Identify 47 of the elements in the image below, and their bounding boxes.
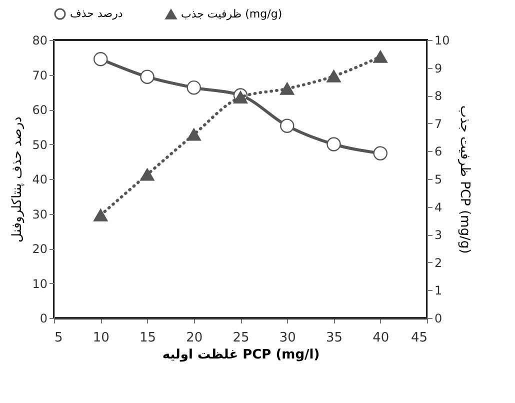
y2-tick-label: 1 <box>434 284 442 298</box>
y-tick-label: 10 <box>32 276 48 291</box>
x-tick-label: 30 <box>279 330 296 346</box>
y-tick-label: 30 <box>32 207 48 222</box>
point <box>233 91 248 104</box>
point <box>186 80 201 95</box>
point <box>373 50 388 63</box>
y2-tick-label: 0 <box>434 312 442 326</box>
y2-tick-label: 2 <box>434 256 442 270</box>
y-tick-label: 60 <box>32 103 48 117</box>
y-tick-label: 40 <box>32 172 48 186</box>
y2-tick-label: 9 <box>434 61 442 76</box>
y-axis-title: درصد حذف پنتاکلروفنل <box>10 116 26 242</box>
legend-label: ظرفیت جذب (mg/g) <box>181 7 282 20</box>
y2-axis-title: ظرفیت جذب PCP (mg/g) <box>456 105 472 254</box>
y-tick-label: 0 <box>40 312 48 326</box>
point <box>94 52 108 66</box>
x-tick-label: 35 <box>326 330 343 346</box>
point <box>326 137 341 152</box>
point <box>326 70 341 82</box>
x-tick-label: 15 <box>139 330 156 346</box>
point <box>280 82 294 95</box>
x-axis-title: غلظت اولیه PCP (mg/l) <box>162 348 320 362</box>
x-tick-label: 20 <box>186 330 203 346</box>
x-tick-label: 10 <box>92 330 110 346</box>
y2-tick-label: 4 <box>434 200 442 214</box>
y-tick-label: 20 <box>32 242 48 256</box>
point <box>373 146 388 160</box>
point <box>140 70 154 84</box>
y2-tick-label: 10 <box>434 34 450 48</box>
y2-tick-label: 7 <box>434 116 442 131</box>
y-tick-label: 70 <box>32 68 48 82</box>
point <box>186 128 201 141</box>
x-tick-label: 40 <box>372 330 390 346</box>
point <box>280 118 294 133</box>
y-tick-label: 50 <box>32 138 48 152</box>
y2-tick-label: 3 <box>434 228 442 242</box>
y2-tick-label: 6 <box>434 144 442 159</box>
point <box>94 208 108 222</box>
legend-label: درصد حذف <box>70 7 123 20</box>
y2-tick-label: 5 <box>434 172 442 186</box>
y-tick-label: 80 <box>32 34 48 48</box>
x-tick-label: 5 <box>54 330 63 346</box>
x-tick-label: 45 <box>410 330 428 346</box>
y2-tick-label: 8 <box>434 89 442 104</box>
x-tick-label: 25 <box>232 330 250 346</box>
point <box>140 168 154 181</box>
